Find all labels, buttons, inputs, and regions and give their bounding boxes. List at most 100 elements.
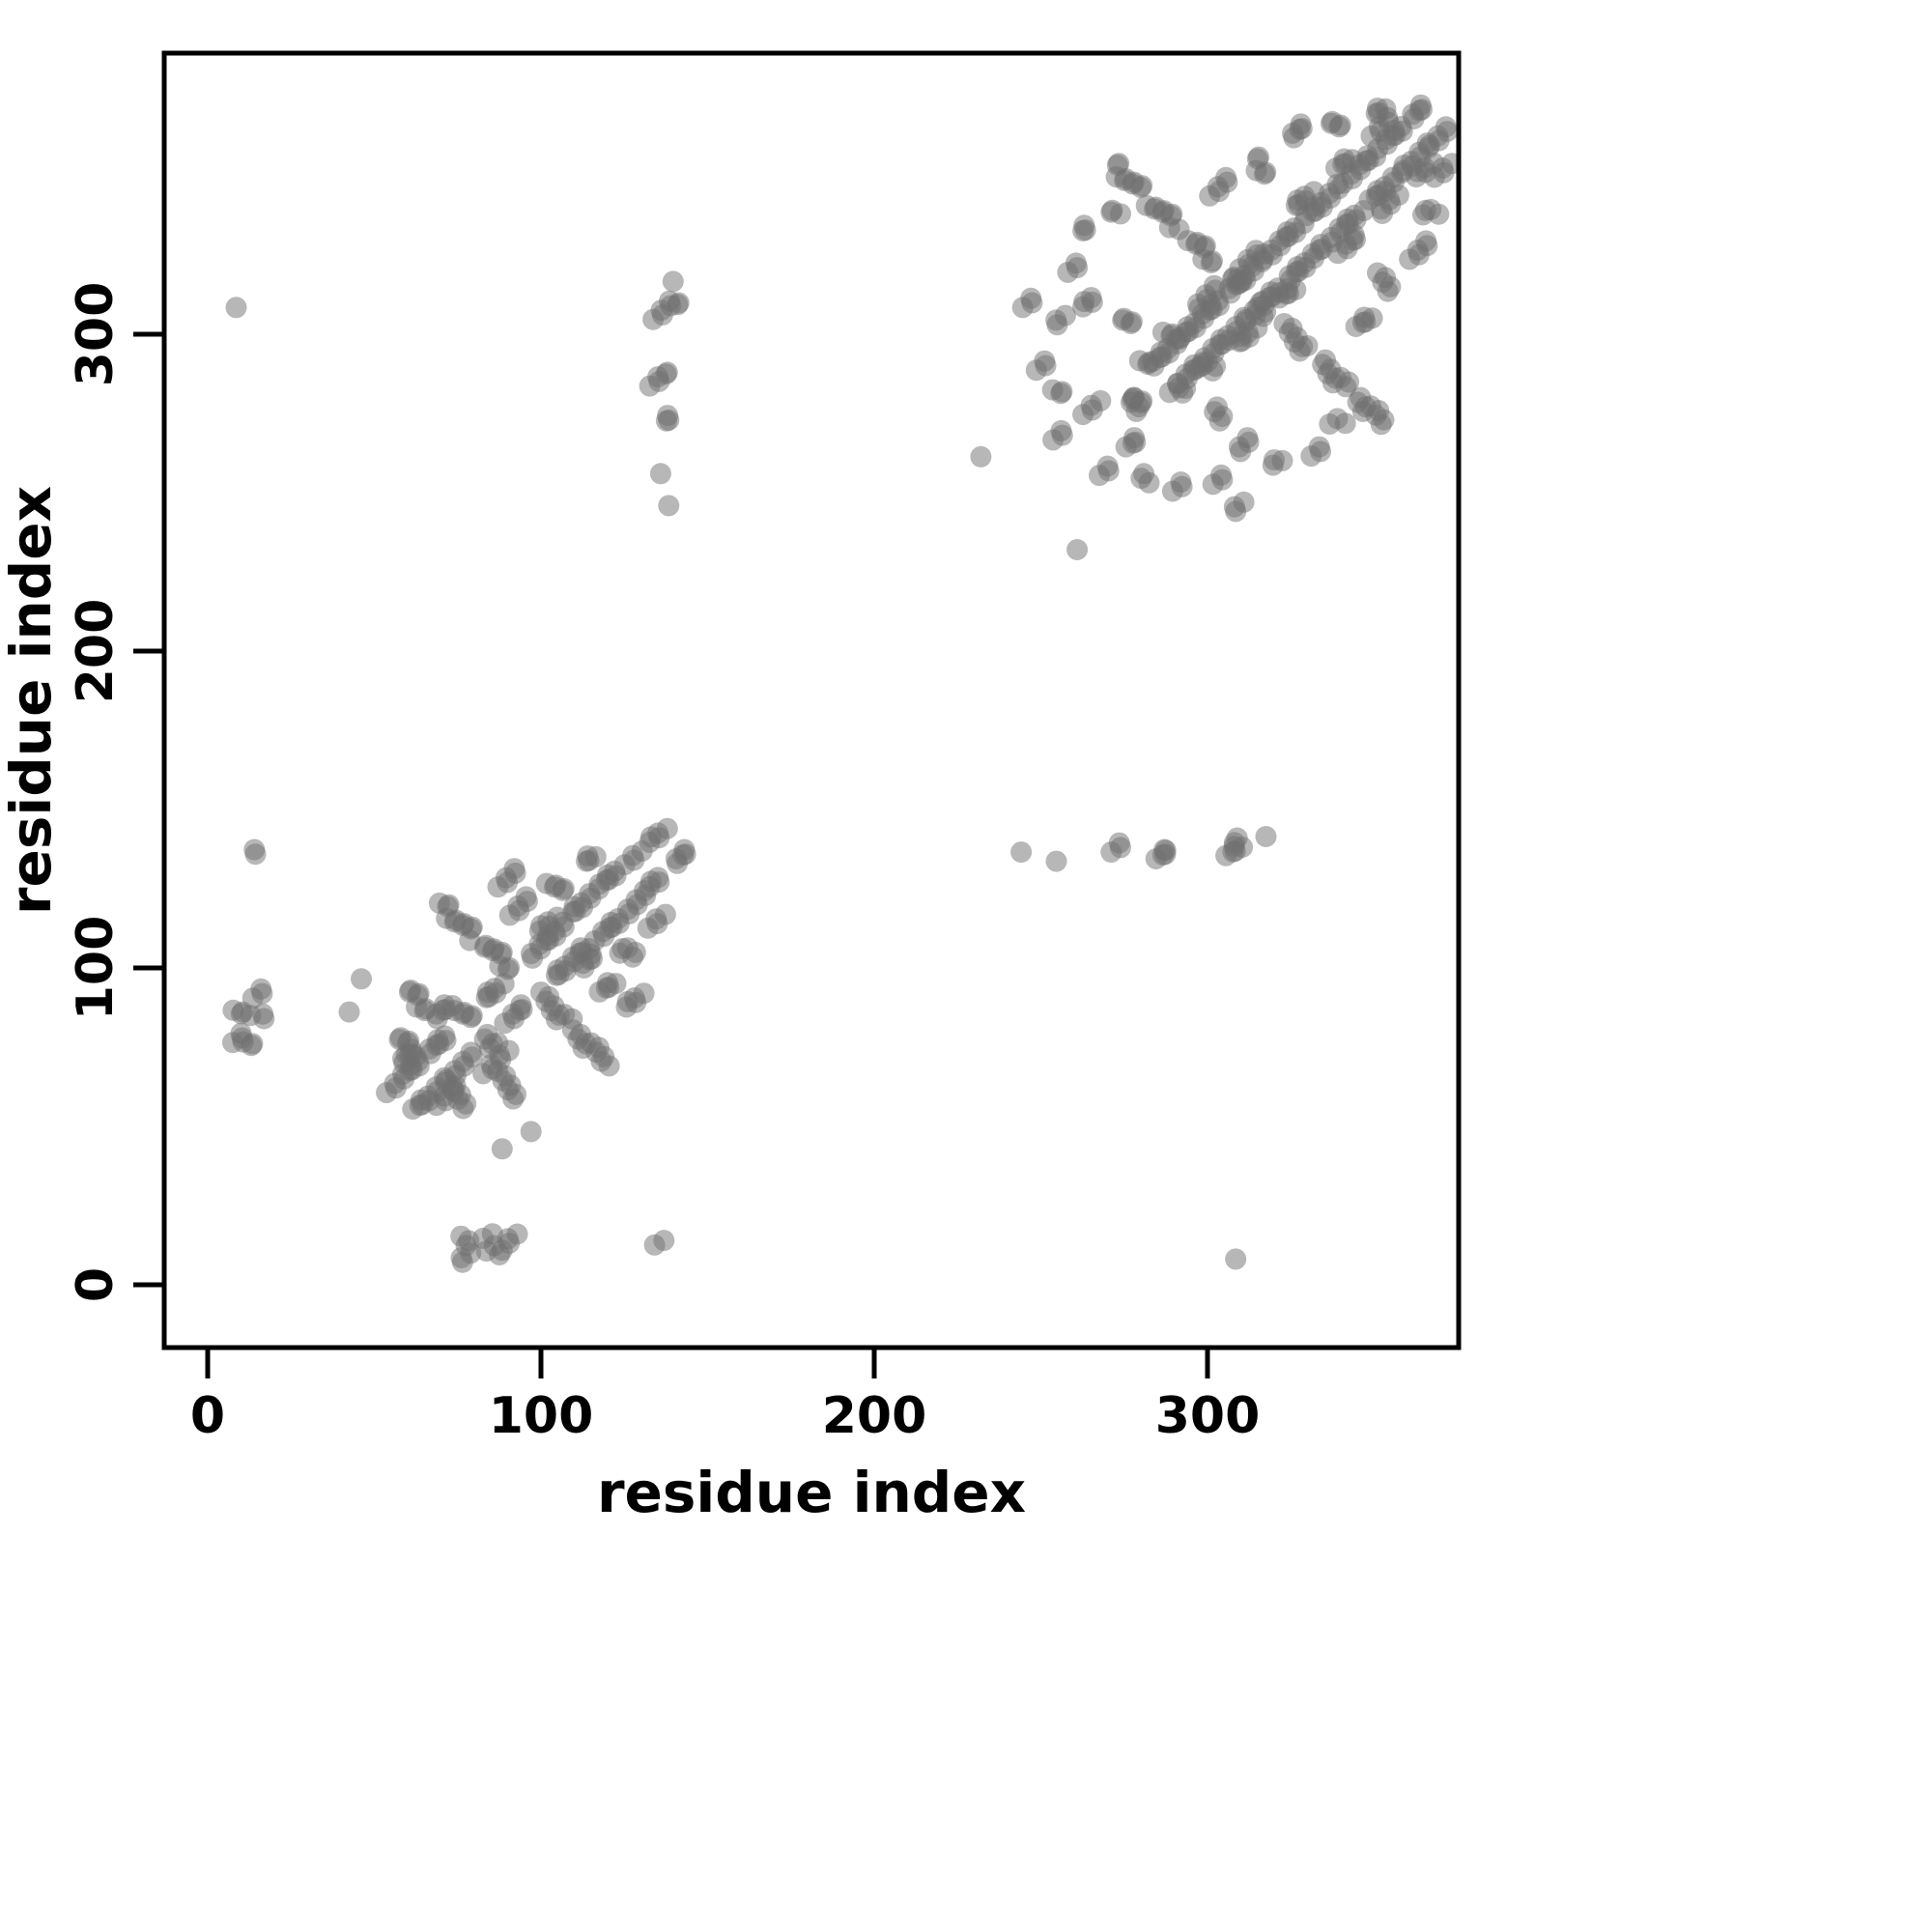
contact-point	[1249, 292, 1271, 314]
contact-point	[1020, 287, 1042, 309]
contact-point	[225, 297, 247, 319]
contact-point	[647, 867, 669, 889]
contact-point	[530, 981, 552, 1004]
contact-point	[658, 495, 680, 517]
contact-point	[506, 1223, 528, 1245]
contact-point	[1050, 383, 1072, 405]
contact-point	[1130, 177, 1151, 198]
contact-point	[252, 1003, 274, 1025]
contact-point	[241, 1035, 263, 1057]
contact-point	[552, 879, 574, 901]
x-axis-title: residue index	[597, 1460, 1026, 1525]
contact-point	[655, 363, 677, 385]
y-axis-title: residue index	[0, 486, 64, 915]
contact-point	[450, 1225, 472, 1247]
contact-point	[1207, 396, 1228, 418]
contact-point	[1408, 99, 1431, 122]
contact-point	[1203, 274, 1225, 297]
contact-point	[338, 1001, 360, 1023]
contact-point	[1096, 455, 1119, 477]
contact-point	[1168, 328, 1190, 351]
contact-point	[460, 1041, 482, 1064]
contact-point	[351, 968, 372, 990]
contact-point	[1066, 539, 1089, 560]
x-tick-label: 100	[489, 1387, 594, 1445]
contact-point	[1133, 463, 1155, 485]
contact-point	[1342, 229, 1364, 251]
y-tick-label: 300	[67, 282, 125, 387]
y-tick-label: 200	[67, 599, 125, 704]
contact-point	[481, 1223, 503, 1245]
contact-point	[515, 886, 537, 908]
contact-point	[654, 903, 676, 925]
x-tick-label: 200	[822, 1387, 927, 1445]
contact-point	[1122, 432, 1144, 454]
contact-point	[1328, 116, 1350, 138]
contact-point	[1254, 163, 1275, 185]
contact-point	[649, 463, 671, 485]
contact-point	[1230, 271, 1252, 294]
x-tick-label: 0	[190, 1387, 225, 1445]
contact-point	[653, 1230, 675, 1252]
contact-point	[1065, 252, 1087, 274]
contact-point	[1367, 262, 1388, 284]
contact-point	[1120, 313, 1142, 334]
contact-point	[1341, 149, 1363, 171]
contact-point	[1255, 826, 1277, 847]
contact-point	[243, 838, 266, 861]
contact-point	[1226, 827, 1248, 849]
contact-point	[497, 958, 519, 980]
plot-border-box	[161, 50, 1462, 1350]
contact-point	[491, 1138, 513, 1160]
contact-point	[605, 973, 627, 995]
contact-point	[633, 982, 655, 1005]
contact-point	[1108, 832, 1130, 854]
contact-point	[1361, 307, 1383, 329]
contact-point	[1415, 230, 1437, 252]
contact-point	[970, 445, 992, 468]
contact-point	[460, 1007, 482, 1029]
contact-point	[1210, 464, 1233, 486]
contact-point	[672, 844, 695, 867]
contact-point	[1154, 839, 1177, 862]
contact-point	[1308, 436, 1330, 458]
contact-point	[1090, 389, 1112, 412]
y-tick-label: 0	[67, 1267, 125, 1302]
contact-point	[250, 978, 272, 1000]
contact-point	[1315, 349, 1336, 371]
y-tick-label: 100	[67, 916, 125, 1021]
contact-point	[1122, 386, 1145, 409]
contact-point	[1034, 350, 1056, 372]
contact-point	[1236, 427, 1259, 449]
contact-point	[1200, 252, 1222, 273]
scatter-points-layer	[222, 94, 1459, 1273]
contact-point	[520, 1121, 542, 1143]
y-axis-ticks: 0 100 200 300	[67, 282, 164, 1302]
contact-point	[1072, 219, 1094, 242]
contact-point	[1414, 199, 1436, 221]
contact-point	[662, 270, 684, 293]
contact-point	[1110, 203, 1131, 225]
contact-point	[1319, 413, 1341, 435]
contact-point	[1215, 166, 1237, 188]
contact-point	[1245, 240, 1267, 262]
contact-point	[509, 999, 531, 1021]
contact-point	[1271, 449, 1293, 471]
contact-point	[1170, 471, 1192, 493]
contact-point	[1375, 98, 1397, 120]
contact-point	[434, 1025, 456, 1047]
contact-point	[1225, 1248, 1247, 1270]
contact-point	[584, 845, 607, 867]
x-tick-label: 300	[1155, 1387, 1261, 1445]
x-axis-ticks: 0 100 200 300	[190, 1348, 1260, 1445]
contact-point	[1303, 181, 1325, 203]
contact-point	[546, 906, 568, 928]
contact-point	[667, 294, 689, 316]
contact-point	[1441, 153, 1459, 175]
contact-point	[1273, 313, 1295, 334]
contact-point	[1285, 278, 1307, 300]
contact-point	[1054, 304, 1076, 327]
contact-point	[1045, 850, 1067, 872]
